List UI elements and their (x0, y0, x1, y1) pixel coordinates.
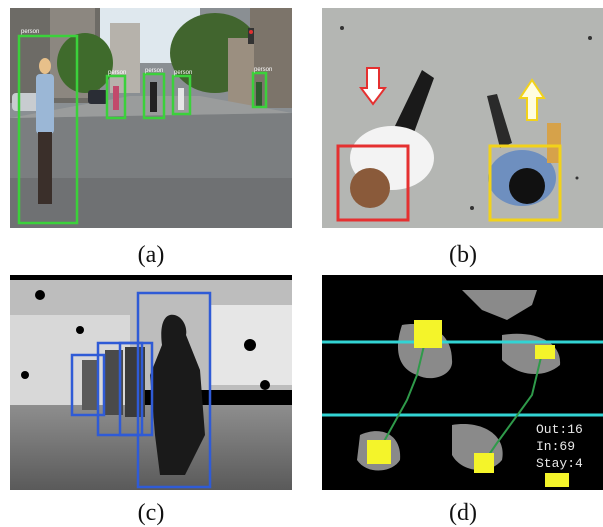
caption-b: (b) (449, 242, 477, 268)
panel-d-tracking-view: Out:16 In:69 Stay:4 (322, 275, 603, 490)
panel-b-overhead-view (322, 8, 603, 228)
up-arrow-icon (518, 78, 546, 121)
person-box-1 (17, 34, 79, 225)
in-counter: In:69 (536, 439, 575, 454)
track-marker-2 (535, 345, 555, 359)
person-box-3 (142, 72, 166, 120)
panel-b-image (322, 8, 603, 228)
panel-c-depth-map (10, 275, 292, 490)
caption-d: (d) (449, 500, 477, 526)
track-marker-1 (414, 320, 442, 348)
person-box-2 (105, 74, 127, 120)
person-tag-4: person (174, 70, 192, 76)
depth-box-3 (118, 341, 154, 437)
track-marker-4 (474, 453, 494, 473)
person-box-yellow (488, 144, 562, 222)
track-marker-3 (367, 440, 391, 464)
person-tag-1: person (21, 29, 39, 35)
caption-c: (c) (137, 500, 165, 526)
panel-d-image: Out:16 In:69 Stay:4 (322, 275, 603, 490)
stay-counter: Stay:4 (536, 456, 583, 471)
person-box-4 (171, 74, 192, 116)
track-markers (367, 320, 569, 487)
person-tag-5: person (254, 67, 272, 73)
person-box-red (336, 144, 410, 222)
panel-a-image: person person person person person (10, 8, 292, 228)
person-tag-2: person (108, 70, 126, 76)
panel-c-image (10, 275, 292, 490)
person-detection-boxes (17, 34, 268, 225)
track-path-1 (381, 332, 428, 446)
person-tag-3: person (145, 68, 163, 74)
person-box-5 (251, 71, 268, 109)
caption-a: (a) (137, 242, 165, 268)
panel-a-street-scene: person person person person person (10, 8, 292, 228)
track-marker-5 (545, 473, 569, 487)
depth-box-4 (136, 291, 212, 489)
depth-detection-boxes (70, 291, 212, 489)
out-counter: Out:16 (536, 422, 583, 437)
depth-box-1 (70, 353, 106, 417)
down-arrow-icon (359, 67, 387, 106)
